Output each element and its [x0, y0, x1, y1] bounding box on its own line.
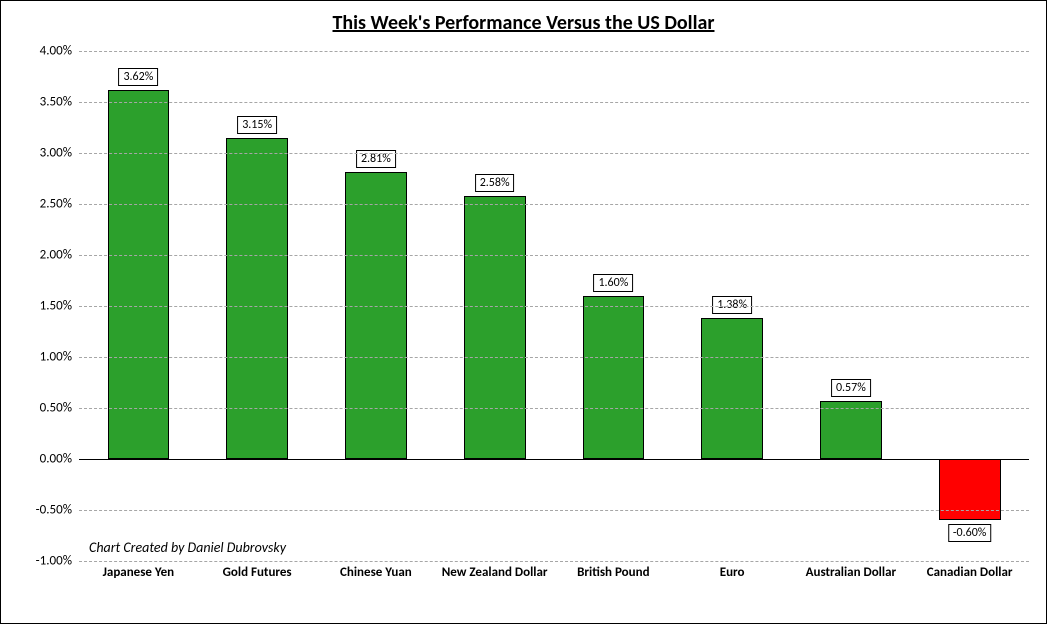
gridline [79, 153, 1029, 154]
bar [701, 318, 763, 459]
gridline [79, 204, 1029, 205]
gridline [79, 408, 1029, 409]
xtick-label: New Zealand Dollar [438, 566, 551, 581]
xtick-label: Canadian Dollar [913, 566, 1026, 581]
ytick-label: 0.50% [12, 401, 72, 416]
gridline [79, 102, 1029, 103]
chart-title: This Week's Performance Versus the US Do… [1, 11, 1046, 35]
ytick-label: 1.50% [12, 299, 72, 314]
xtick-label: Gold Futures [201, 566, 314, 581]
ytick-label: 1.00% [12, 350, 72, 365]
xtick-label: Japanese Yen [82, 566, 195, 581]
data-label: 0.57% [831, 379, 871, 397]
gridline [79, 51, 1029, 52]
gridline [79, 510, 1029, 511]
data-label: -0.60% [948, 524, 992, 542]
bar [820, 401, 882, 459]
data-label: 3.62% [118, 68, 158, 86]
ytick-label: 2.00% [12, 248, 72, 263]
gridline [79, 306, 1029, 307]
data-label: 3.15% [237, 116, 277, 134]
ytick-label: 0.00% [12, 452, 72, 467]
zero-line [79, 459, 1029, 460]
plot-area: 3.62%3.15%2.81%2.58%1.60%1.38%0.57%-0.60… [79, 51, 1029, 561]
ytick-label: 4.00% [12, 44, 72, 59]
xtick-label: Australian Dollar [794, 566, 907, 581]
ytick-label: 3.00% [12, 146, 72, 161]
gridline [79, 255, 1029, 256]
chart-credit: Chart Created by Daniel Dubrovsky [89, 539, 286, 556]
data-label: 2.58% [475, 174, 515, 192]
x-axis-labels: Japanese Yen Gold Futures Chinese Yuan New … [79, 566, 1029, 621]
bar [583, 296, 645, 459]
xtick-label: British Pound [557, 566, 670, 581]
ytick-label: -0.50% [12, 503, 72, 518]
ytick-label: 3.50% [12, 95, 72, 110]
bar [464, 196, 526, 459]
gridline [79, 561, 1029, 562]
xtick-label: Euro [676, 566, 789, 581]
bar [226, 138, 288, 459]
data-label: 1.60% [593, 274, 633, 292]
chart-container: This Week's Performance Versus the US Do… [0, 0, 1047, 624]
bar [108, 90, 170, 459]
bar [939, 459, 1001, 520]
ytick-label: -1.00% [12, 554, 72, 569]
gridline [79, 357, 1029, 358]
ytick-label: 2.50% [12, 197, 72, 212]
bar [345, 172, 407, 459]
xtick-label: Chinese Yuan [319, 566, 432, 581]
